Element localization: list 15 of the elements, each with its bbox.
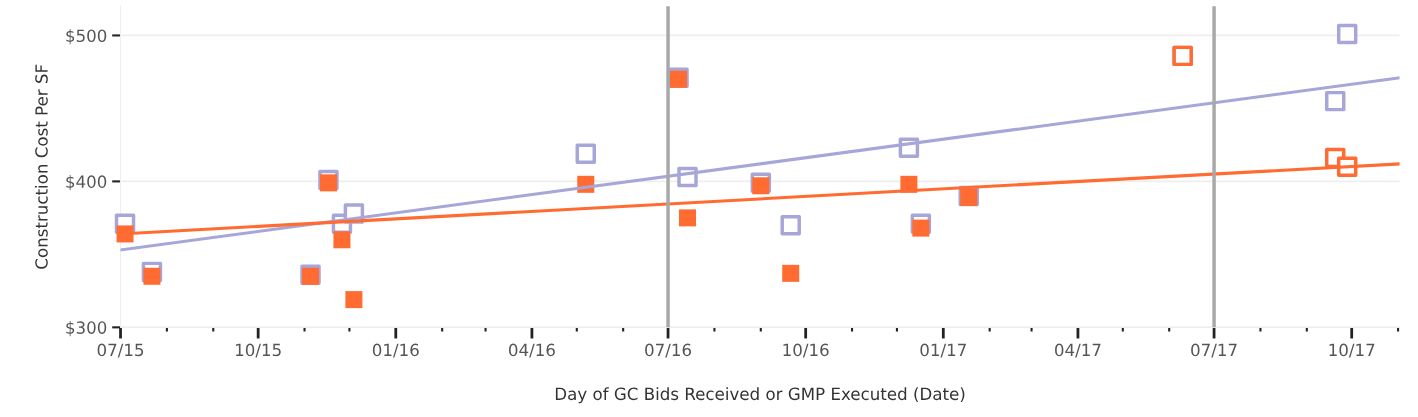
y-tick-label: $400	[66, 175, 107, 191]
x-tick-label: 10/17	[1329, 343, 1375, 358]
x-tick-label: 07/17	[1191, 343, 1237, 358]
y-axis-title: Construction Cost Per SF	[34, 64, 48, 269]
x-tick-label: 10/16	[783, 343, 829, 358]
x-tick-label: 04/17	[1055, 343, 1101, 358]
y-tick-label: $300	[66, 321, 107, 337]
x-tick-label: 07/15	[97, 343, 144, 358]
y-tick-label: $500	[66, 29, 107, 45]
x-tick-label: 01/17	[920, 343, 966, 358]
x-tick-label: 04/16	[509, 343, 555, 358]
x-axis-title: Day of GC Bids Received or GMP Executed (Date)	[555, 387, 965, 404]
x-tick-label: 01/16	[372, 343, 419, 358]
x-tick-label: 10/15	[235, 343, 281, 358]
x-tick-label: 07/16	[645, 343, 692, 358]
